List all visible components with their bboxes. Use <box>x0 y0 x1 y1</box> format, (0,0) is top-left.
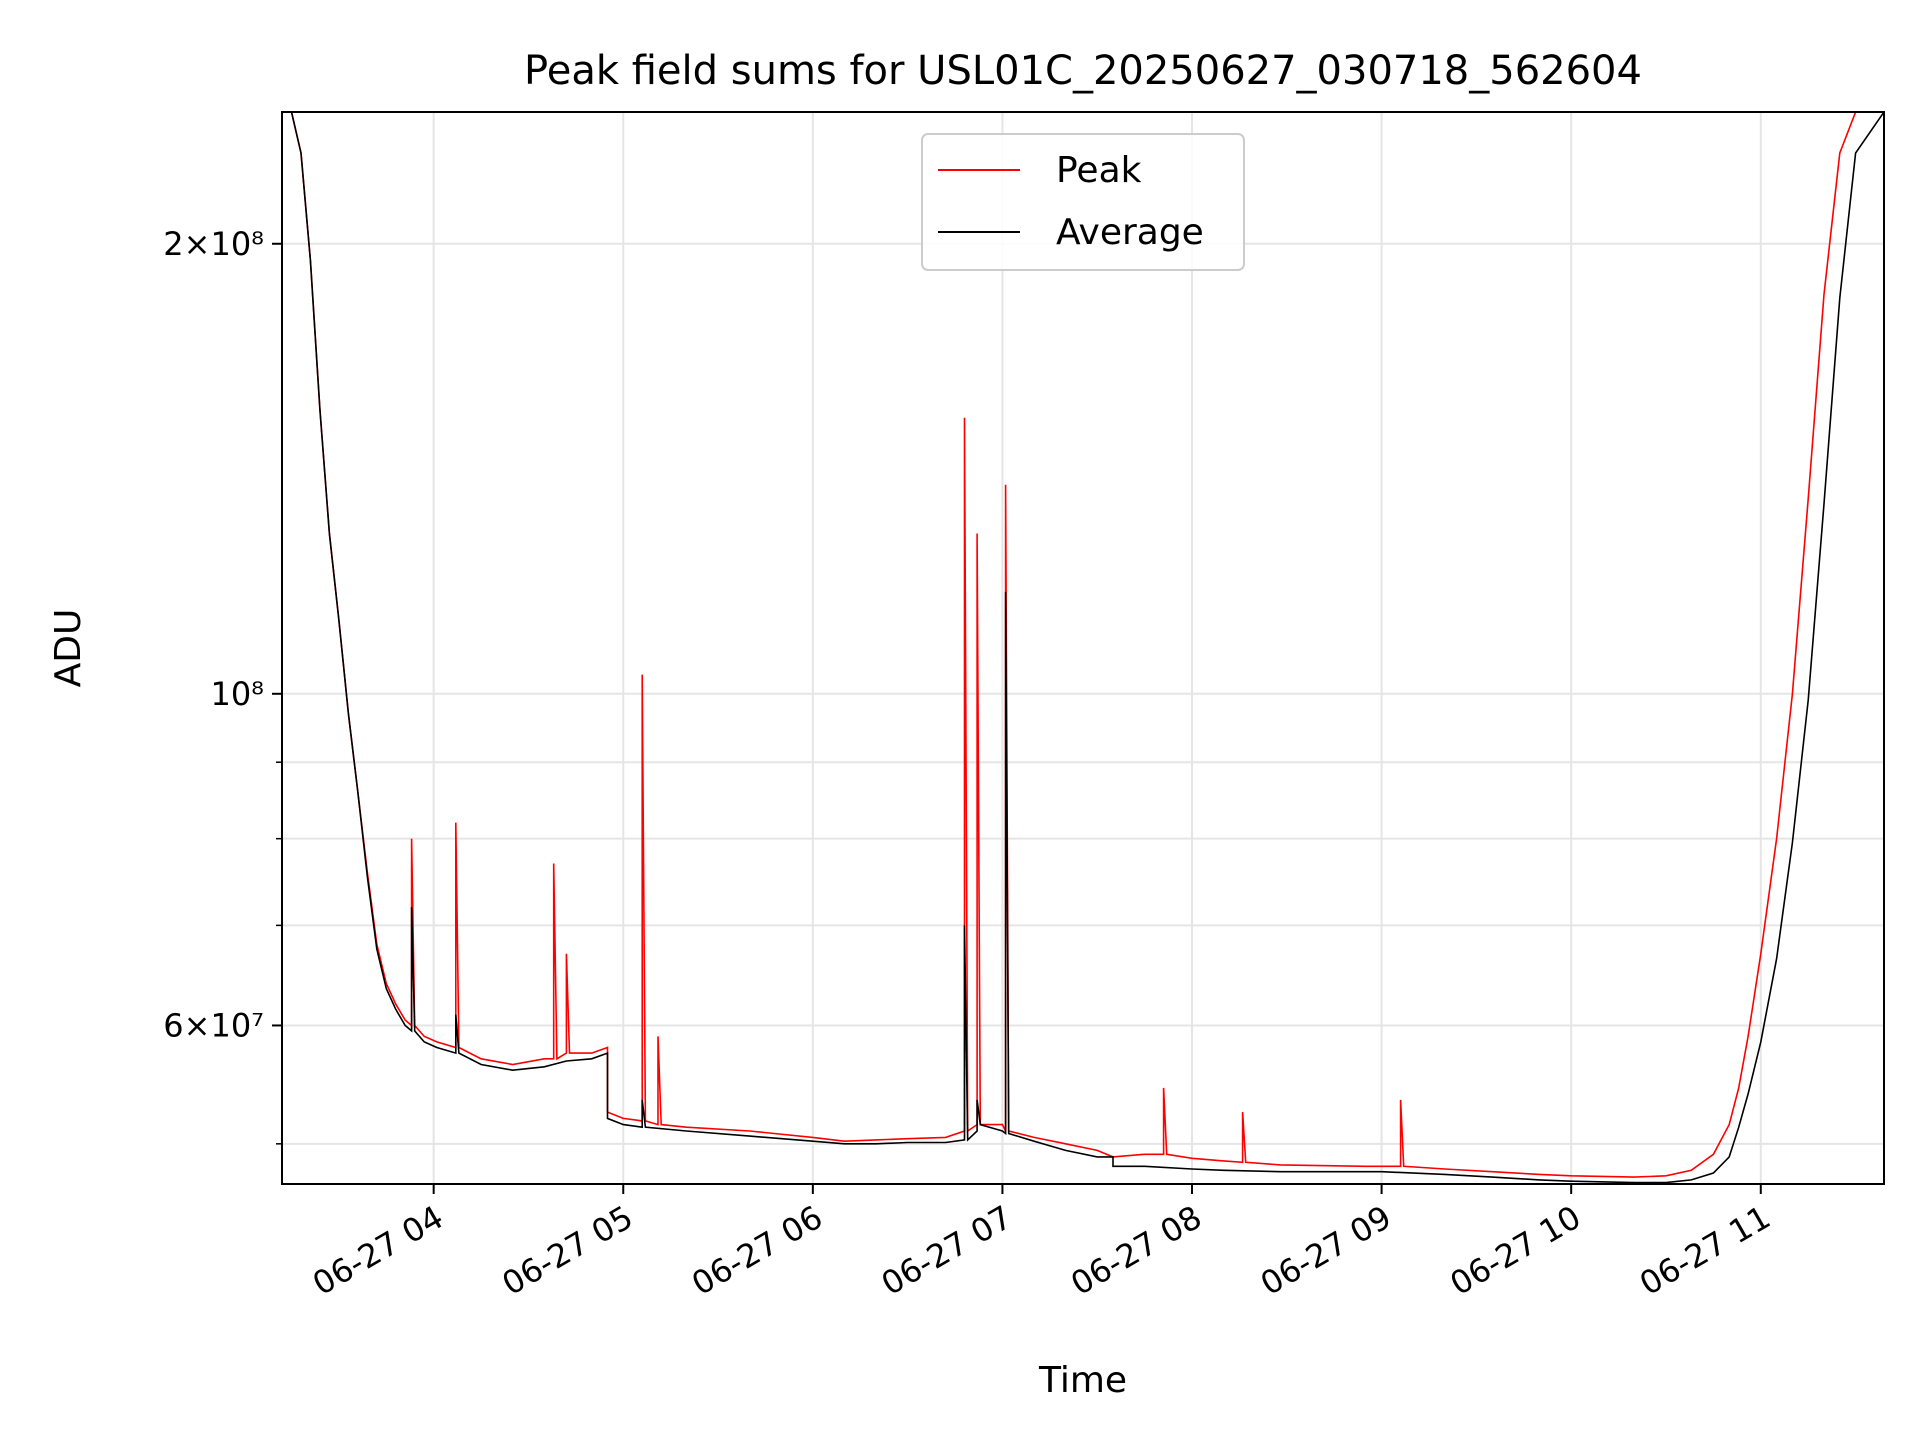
legend-label-average: Average <box>1056 212 1204 253</box>
x-axis-label: Time <box>1038 1360 1127 1401</box>
y-tick-label: 2×10⁸ <box>163 225 264 263</box>
y-tick-label: 10⁸ <box>210 675 264 713</box>
y-tick-label: 6×10⁷ <box>163 1006 264 1044</box>
y-axis-label: ADU <box>48 609 89 688</box>
chart-title: Peak field sums for USL01C_20250627_0307… <box>524 48 1642 94</box>
y-axis: 2×10⁸ 10⁸ 6×10⁷ <box>163 225 282 1145</box>
grid-lines <box>282 112 1884 1184</box>
legend-box <box>921 133 1245 271</box>
legend: Peak Average <box>921 133 1245 271</box>
plot-frame <box>281 111 1885 1185</box>
series-line-average <box>282 112 1884 1184</box>
legend-label-peak: Peak <box>1056 150 1142 191</box>
